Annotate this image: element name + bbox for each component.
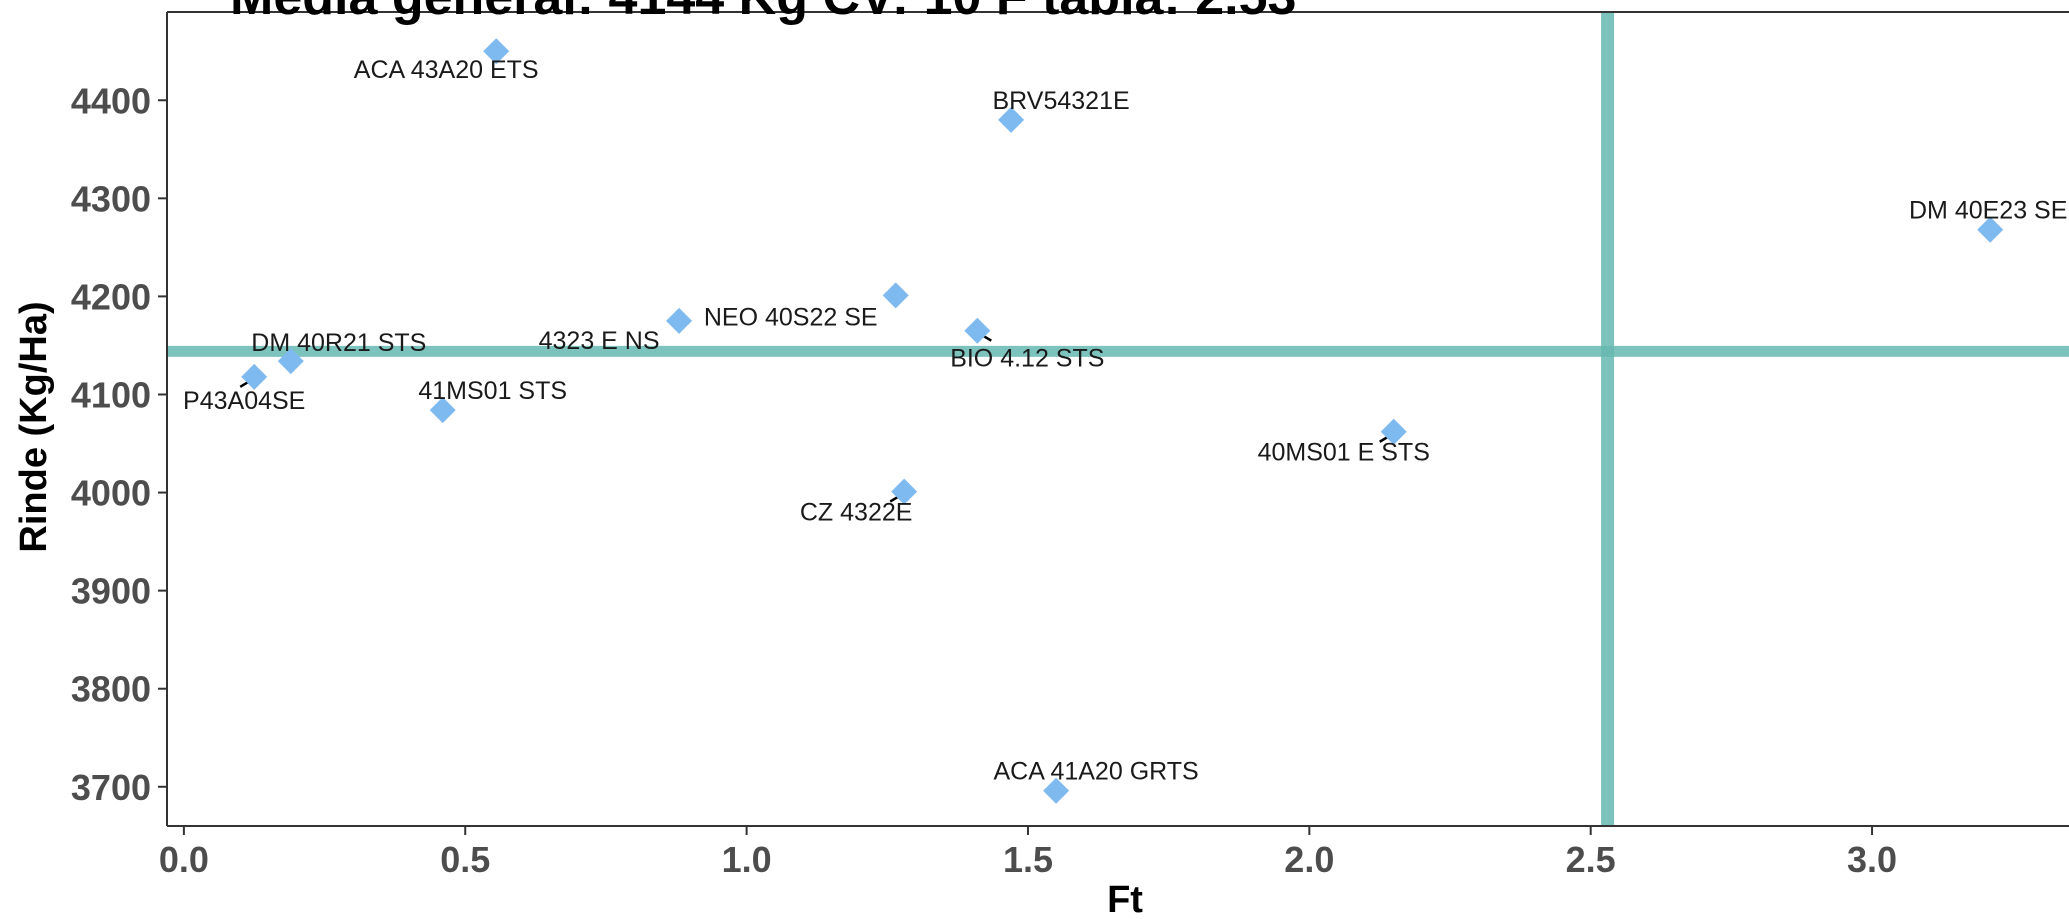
data-point-label: 40MS01 E STS: [1258, 439, 1430, 467]
y-tick-label: 3800: [71, 669, 151, 710]
data-point-label: DM 40R21 STS: [251, 329, 426, 357]
data-point: [1043, 777, 1070, 804]
y-tick-label: 4000: [71, 473, 151, 514]
x-axis-title: Ft: [1107, 879, 1143, 919]
x-tick-label: 0.0: [159, 839, 209, 880]
data-point-label: 41MS01 STS: [418, 377, 567, 405]
x-tick-label: 1.5: [1003, 839, 1053, 880]
data-point: [1977, 216, 2004, 243]
data-point-label: CZ 4322E: [800, 499, 913, 527]
data-point: [1380, 418, 1407, 445]
data-point-labels: ACA 43A20 ETS BRV54321E DM 40E23 SE NEO 40S…: [183, 56, 2067, 785]
y-tick-label: 4300: [71, 178, 151, 219]
data-point-label: BIO 4.12 STS: [950, 345, 1104, 373]
data-point: [483, 38, 510, 65]
y-tick-label: 4100: [71, 374, 151, 415]
plot-background: [167, 12, 2069, 826]
data-point-label: BRV54321E: [993, 87, 1130, 115]
data-points: [241, 38, 2004, 804]
data-point-label: NEO 40S22 SE: [704, 303, 878, 331]
data-point: [666, 307, 693, 334]
reference-lines: [167, 12, 2069, 826]
data-point-label: DM 40E23 SE: [1909, 197, 2067, 225]
x-tick-label: 1.0: [722, 839, 772, 880]
y-tick-label: 3900: [71, 571, 151, 612]
y-tick-label: 3700: [71, 767, 151, 808]
data-point-label: ACA 41A20 GRTS: [993, 758, 1198, 786]
y-tick-label: 4400: [71, 80, 151, 121]
data-point-label: ACA 43A20 ETS: [354, 56, 539, 84]
y-axis-title: Rinde (Kg/Ha): [13, 301, 55, 552]
data-point: [241, 363, 268, 390]
x-tick-label: 3.0: [1847, 839, 1897, 880]
chart-title: Media general: 4144 Kg CV: 10 F tabla: 2…: [230, 0, 1296, 26]
data-point: [277, 348, 304, 375]
x-axis: 0.0 0.5 1.0 1.5 2.0 2.5 3.0: [159, 826, 1897, 880]
y-axis: 3700 3800 3900 4000 4100 4200 4300 4400: [71, 80, 167, 808]
x-tick-label: 0.5: [440, 839, 490, 880]
data-point: [882, 282, 909, 309]
y-tick-label: 4200: [71, 276, 151, 317]
data-point-label: 4323 E NS: [539, 327, 660, 355]
data-point: [998, 106, 1025, 133]
x-tick-label: 2.0: [1284, 839, 1334, 880]
data-point: [891, 478, 918, 505]
plot-border: [166, 11, 2069, 827]
data-point: [964, 317, 991, 344]
data-point: [429, 397, 456, 424]
data-point-label: P43A04SE: [183, 387, 305, 415]
x-tick-label: 2.5: [1566, 839, 1616, 880]
